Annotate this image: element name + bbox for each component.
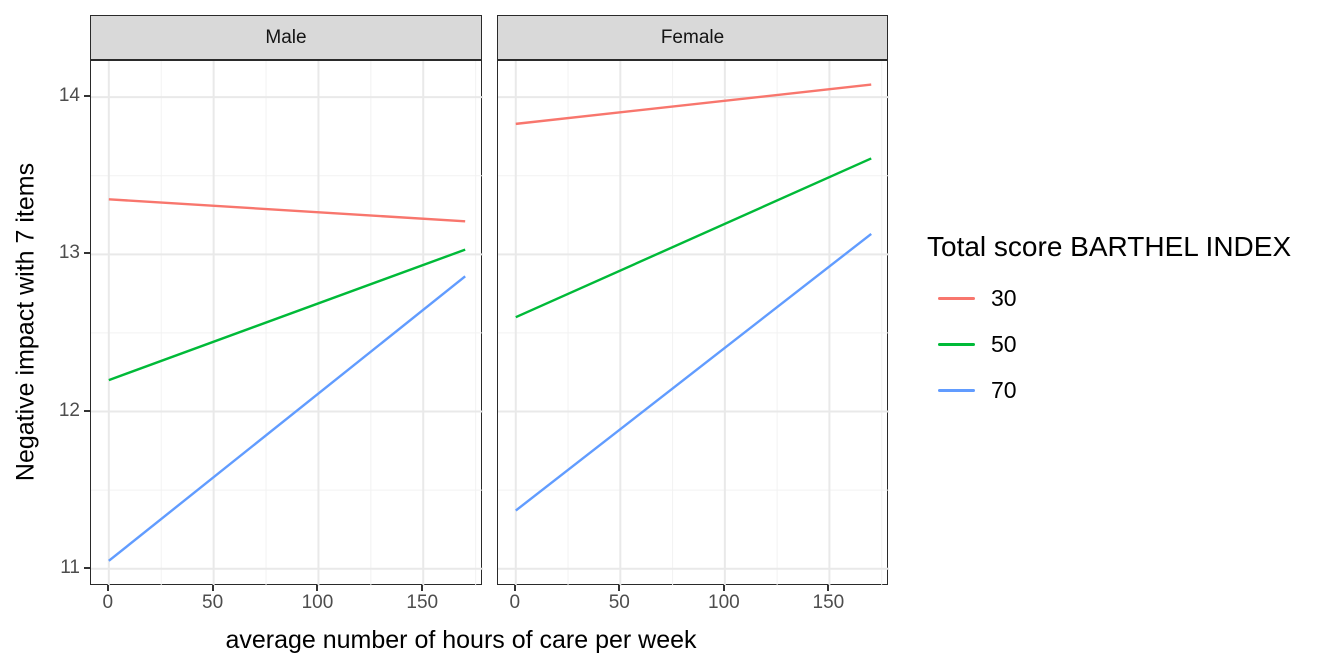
x-tick-mark	[722, 585, 725, 591]
y-tick-mark	[84, 252, 90, 255]
legend-key-line-70	[938, 388, 975, 392]
legend-key-line-30	[938, 296, 975, 300]
y-axis-title: Negative impact with 7 items	[11, 162, 40, 482]
x-tick-label: 100	[708, 592, 740, 613]
facet-strip-label: Male	[265, 27, 307, 48]
x-tick-mark	[513, 585, 516, 591]
x-tick-mark	[211, 585, 214, 591]
x-tick-mark	[316, 585, 319, 591]
y-tick-label: 14	[58, 85, 80, 107]
plot-panel-male	[90, 60, 483, 586]
x-tick-label: 50	[608, 592, 630, 613]
panel-canvas	[91, 61, 483, 586]
series-line-bi70-female	[515, 232, 872, 512]
legend-title: Total score BARTHEL INDEX	[927, 231, 1292, 262]
facet-strip-male: Male	[90, 15, 482, 60]
legend-key-line-50	[938, 342, 975, 346]
x-tick-mark	[618, 585, 621, 591]
series-line-bi50-male	[108, 248, 466, 382]
y-tick-label: 13	[58, 242, 80, 264]
x-tick-label: 0	[509, 592, 521, 613]
legend-entry-label: 70	[991, 377, 1017, 403]
y-tick-mark	[84, 566, 90, 569]
facet-strip-label: Female	[660, 27, 725, 48]
y-tick-mark	[84, 409, 90, 412]
x-tick-mark	[421, 585, 424, 591]
legend-entry-label: 50	[991, 331, 1017, 357]
x-tick-label: 150	[406, 592, 439, 613]
x-tick-label: 50	[202, 592, 224, 613]
x-axis-title: average number of hours of care per week	[225, 626, 697, 654]
x-tick-label: 150	[812, 592, 845, 613]
x-tick-mark	[106, 585, 109, 591]
series-line-bi70-male	[108, 275, 466, 562]
series-line-bi30-male	[108, 198, 466, 223]
y-tick-mark	[84, 95, 90, 98]
x-tick-label: 100	[301, 592, 334, 613]
x-tick-mark	[827, 585, 830, 591]
y-tick-label: 11	[60, 556, 80, 578]
legend-entry-label: 30	[991, 285, 1017, 311]
y-tick-label: 12	[58, 399, 80, 421]
series-line-bi50-female	[515, 157, 872, 319]
x-tick-label: 0	[102, 592, 114, 613]
series-line-bi30-female	[515, 83, 872, 126]
panel-canvas	[498, 61, 889, 586]
facet-strip-female: Female	[497, 15, 888, 60]
plot-panel-female	[497, 60, 889, 586]
